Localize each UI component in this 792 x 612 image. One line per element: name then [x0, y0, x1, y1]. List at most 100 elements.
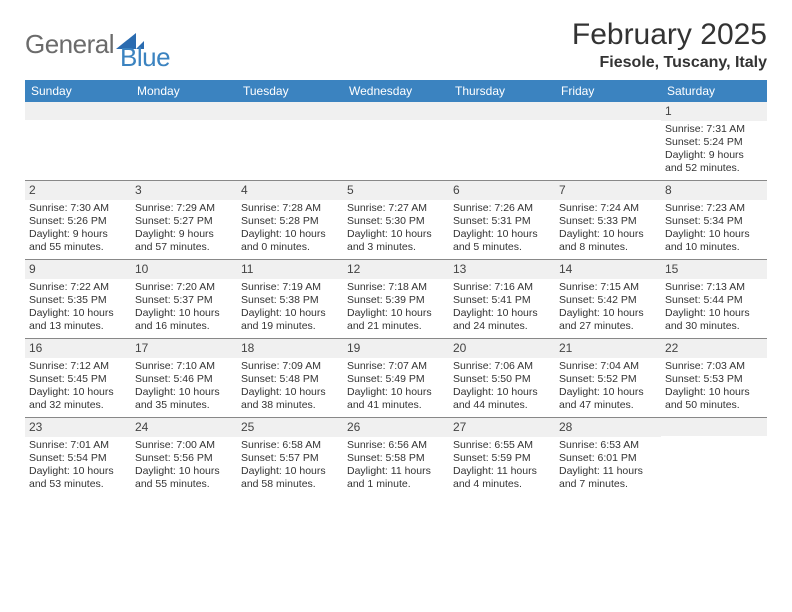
day-body: Sunrise: 7:00 AMSunset: 5:56 PMDaylight:… [131, 437, 237, 496]
sunrise-text: Sunrise: 6:53 AM [559, 439, 657, 452]
day-body [25, 120, 131, 126]
daylight-text: Daylight: 10 hours and 19 minutes. [241, 307, 339, 333]
day-number: 11 [237, 260, 343, 279]
day-number: 6 [449, 181, 555, 200]
day-number: 20 [449, 339, 555, 358]
sunrise-text: Sunrise: 7:30 AM [29, 202, 127, 215]
sunset-text: Sunset: 5:57 PM [241, 452, 339, 465]
daylight-text: Daylight: 10 hours and 8 minutes. [559, 228, 657, 254]
calendar-page: General Blue February 2025 Fiesole, Tusc… [0, 0, 792, 506]
week-row: 1Sunrise: 7:31 AMSunset: 5:24 PMDaylight… [25, 102, 767, 180]
sunrise-text: Sunrise: 7:03 AM [665, 360, 763, 373]
day-body: Sunrise: 7:06 AMSunset: 5:50 PMDaylight:… [449, 358, 555, 417]
day-body: Sunrise: 7:22 AMSunset: 5:35 PMDaylight:… [25, 279, 131, 338]
day-cell: 14Sunrise: 7:15 AMSunset: 5:42 PMDayligh… [555, 260, 661, 338]
sunrise-text: Sunrise: 7:09 AM [241, 360, 339, 373]
day-number: 12 [343, 260, 449, 279]
sunrise-text: Sunrise: 7:19 AM [241, 281, 339, 294]
day-number: 26 [343, 418, 449, 437]
day-number: 15 [661, 260, 767, 279]
day-number [25, 102, 131, 120]
day-body [661, 436, 767, 442]
sunrise-text: Sunrise: 7:31 AM [665, 123, 763, 136]
day-body: Sunrise: 7:09 AMSunset: 5:48 PMDaylight:… [237, 358, 343, 417]
day-number: 5 [343, 181, 449, 200]
sunrise-text: Sunrise: 7:06 AM [453, 360, 551, 373]
sunrise-text: Sunrise: 7:27 AM [347, 202, 445, 215]
location: Fiesole, Tuscany, Italy [572, 54, 767, 72]
sunset-text: Sunset: 5:45 PM [29, 373, 127, 386]
day-cell: 1Sunrise: 7:31 AMSunset: 5:24 PMDaylight… [661, 102, 767, 180]
sunrise-text: Sunrise: 7:29 AM [135, 202, 233, 215]
sunset-text: Sunset: 6:01 PM [559, 452, 657, 465]
day-cell [661, 418, 767, 496]
day-number [661, 418, 767, 436]
sunset-text: Sunset: 5:24 PM [665, 136, 763, 149]
week-row: 16Sunrise: 7:12 AMSunset: 5:45 PMDayligh… [25, 338, 767, 417]
day-number: 14 [555, 260, 661, 279]
day-body [343, 120, 449, 126]
day-cell: 13Sunrise: 7:16 AMSunset: 5:41 PMDayligh… [449, 260, 555, 338]
day-body [237, 120, 343, 126]
day-cell: 20Sunrise: 7:06 AMSunset: 5:50 PMDayligh… [449, 339, 555, 417]
day-cell: 9Sunrise: 7:22 AMSunset: 5:35 PMDaylight… [25, 260, 131, 338]
day-number: 16 [25, 339, 131, 358]
sunrise-text: Sunrise: 7:13 AM [665, 281, 763, 294]
daylight-text: Daylight: 10 hours and 55 minutes. [135, 465, 233, 491]
sunset-text: Sunset: 5:48 PM [241, 373, 339, 386]
day-body: Sunrise: 7:23 AMSunset: 5:34 PMDaylight:… [661, 200, 767, 259]
sunrise-text: Sunrise: 7:24 AM [559, 202, 657, 215]
day-number [555, 102, 661, 120]
daylight-text: Daylight: 10 hours and 47 minutes. [559, 386, 657, 412]
day-body [131, 120, 237, 126]
daylight-text: Daylight: 10 hours and 27 minutes. [559, 307, 657, 333]
day-number: 18 [237, 339, 343, 358]
day-cell: 6Sunrise: 7:26 AMSunset: 5:31 PMDaylight… [449, 181, 555, 259]
day-number: 13 [449, 260, 555, 279]
day-body: Sunrise: 7:12 AMSunset: 5:45 PMDaylight:… [25, 358, 131, 417]
day-body: Sunrise: 7:27 AMSunset: 5:30 PMDaylight:… [343, 200, 449, 259]
day-body: Sunrise: 7:15 AMSunset: 5:42 PMDaylight:… [555, 279, 661, 338]
day-body: Sunrise: 7:31 AMSunset: 5:24 PMDaylight:… [661, 121, 767, 180]
sunrise-text: Sunrise: 6:58 AM [241, 439, 339, 452]
sunset-text: Sunset: 5:37 PM [135, 294, 233, 307]
sunrise-text: Sunrise: 6:56 AM [347, 439, 445, 452]
day-cell: 7Sunrise: 7:24 AMSunset: 5:33 PMDaylight… [555, 181, 661, 259]
sunrise-text: Sunrise: 7:12 AM [29, 360, 127, 373]
week-row: 23Sunrise: 7:01 AMSunset: 5:54 PMDayligh… [25, 417, 767, 496]
day-cell: 12Sunrise: 7:18 AMSunset: 5:39 PMDayligh… [343, 260, 449, 338]
day-cell: 25Sunrise: 6:58 AMSunset: 5:57 PMDayligh… [237, 418, 343, 496]
day-number: 27 [449, 418, 555, 437]
sunset-text: Sunset: 5:35 PM [29, 294, 127, 307]
daylight-text: Daylight: 10 hours and 16 minutes. [135, 307, 233, 333]
day-number [449, 102, 555, 120]
day-cell: 24Sunrise: 7:00 AMSunset: 5:56 PMDayligh… [131, 418, 237, 496]
day-cell [449, 102, 555, 180]
sunset-text: Sunset: 5:28 PM [241, 215, 339, 228]
day-number: 10 [131, 260, 237, 279]
daylight-text: Daylight: 10 hours and 44 minutes. [453, 386, 551, 412]
sunset-text: Sunset: 5:31 PM [453, 215, 551, 228]
day-body: Sunrise: 6:55 AMSunset: 5:59 PMDaylight:… [449, 437, 555, 496]
day-of-week-header: SundayMondayTuesdayWednesdayThursdayFrid… [25, 80, 767, 102]
daylight-text: Daylight: 11 hours and 4 minutes. [453, 465, 551, 491]
day-cell: 28Sunrise: 6:53 AMSunset: 6:01 PMDayligh… [555, 418, 661, 496]
sunrise-text: Sunrise: 7:22 AM [29, 281, 127, 294]
day-body: Sunrise: 6:56 AMSunset: 5:58 PMDaylight:… [343, 437, 449, 496]
sunrise-text: Sunrise: 7:04 AM [559, 360, 657, 373]
sunrise-text: Sunrise: 7:10 AM [135, 360, 233, 373]
sunset-text: Sunset: 5:26 PM [29, 215, 127, 228]
day-body: Sunrise: 7:19 AMSunset: 5:38 PMDaylight:… [237, 279, 343, 338]
week-row: 9Sunrise: 7:22 AMSunset: 5:35 PMDaylight… [25, 259, 767, 338]
day-number: 25 [237, 418, 343, 437]
day-number: 21 [555, 339, 661, 358]
day-body: Sunrise: 6:53 AMSunset: 6:01 PMDaylight:… [555, 437, 661, 496]
day-number: 4 [237, 181, 343, 200]
dow-cell: Thursday [449, 80, 555, 102]
day-cell [555, 102, 661, 180]
daylight-text: Daylight: 10 hours and 13 minutes. [29, 307, 127, 333]
sunset-text: Sunset: 5:53 PM [665, 373, 763, 386]
day-number: 9 [25, 260, 131, 279]
dow-cell: Monday [131, 80, 237, 102]
day-body [449, 120, 555, 126]
